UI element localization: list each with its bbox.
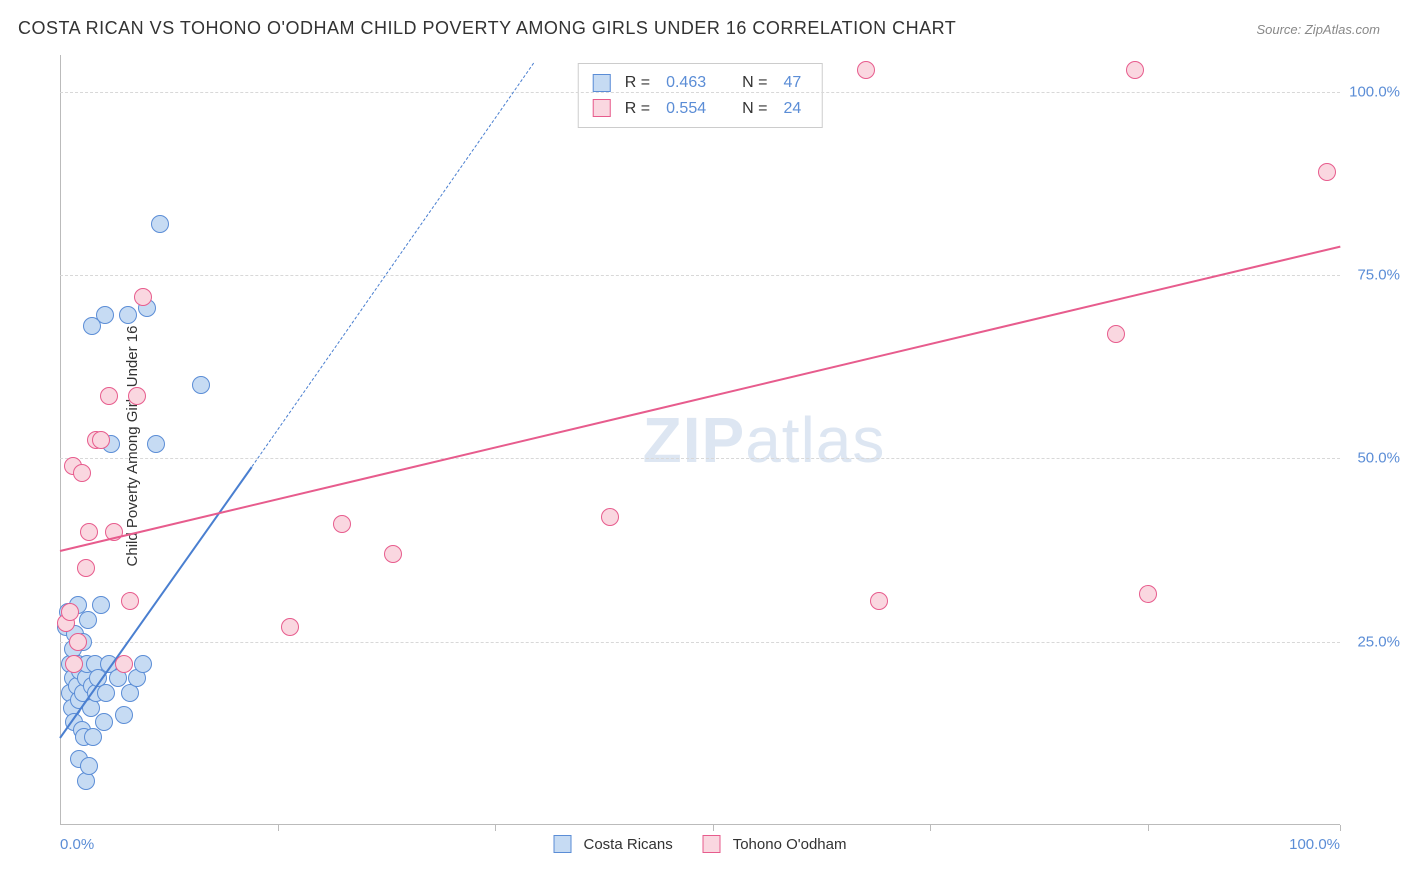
data-point: [79, 611, 97, 629]
data-point: [857, 61, 875, 79]
trend-line: [59, 466, 253, 738]
legend-swatch: [593, 99, 611, 117]
data-point: [80, 757, 98, 775]
data-point: [80, 523, 98, 541]
data-point: [1126, 61, 1144, 79]
data-point: [333, 515, 351, 533]
data-point: [119, 306, 137, 324]
data-point: [1139, 585, 1157, 603]
data-point: [601, 508, 619, 526]
legend-label: Costa Ricans: [584, 836, 673, 853]
y-axis: [60, 55, 61, 825]
correlation-legend: R =0.463N =47R =0.554N =24: [578, 63, 823, 128]
gridline: [60, 275, 1340, 276]
y-tick-label: 100.0%: [1349, 83, 1400, 100]
data-point: [69, 633, 87, 651]
x-tick-mark: [1340, 825, 1341, 831]
data-point: [115, 706, 133, 724]
data-point: [73, 464, 91, 482]
data-point: [192, 376, 210, 394]
r-value: 0.554: [666, 96, 706, 122]
x-tick-mark: [713, 825, 714, 831]
legend-swatch: [554, 835, 572, 853]
gridline: [60, 92, 1340, 93]
x-tick-label: 100.0%: [1289, 836, 1340, 853]
data-point: [77, 559, 95, 577]
source-attribution: Source: ZipAtlas.com: [1256, 22, 1380, 37]
data-point: [281, 618, 299, 636]
data-point: [128, 387, 146, 405]
x-tick-mark: [278, 825, 279, 831]
legend-item: Costa Ricans: [554, 835, 673, 853]
watermark: ZIPatlas: [643, 403, 886, 477]
n-label: N =: [742, 96, 767, 122]
legend-swatch: [703, 835, 721, 853]
data-point: [1107, 325, 1125, 343]
r-label: R =: [625, 96, 650, 122]
legend-item: Tohono O'odham: [703, 835, 847, 853]
x-tick-mark: [930, 825, 931, 831]
chart-title: COSTA RICAN VS TOHONO O'ODHAM CHILD POVE…: [18, 18, 956, 39]
data-point: [384, 545, 402, 563]
n-value: 24: [783, 96, 801, 122]
data-point: [100, 387, 118, 405]
x-tick-mark: [1148, 825, 1149, 831]
data-point: [151, 215, 169, 233]
data-point: [134, 288, 152, 306]
legend-row: R = 0.554 N = 24: [593, 96, 808, 122]
y-tick-label: 75.0%: [1357, 267, 1400, 284]
data-point: [147, 435, 165, 453]
data-point: [121, 592, 139, 610]
data-point: [65, 655, 83, 673]
data-point: [61, 603, 79, 621]
data-point: [870, 592, 888, 610]
legend-label: Tohono O'odham: [733, 836, 847, 853]
data-point: [97, 684, 115, 702]
data-point: [95, 713, 113, 731]
data-point: [1318, 163, 1336, 181]
gridline: [60, 642, 1340, 643]
y-tick-label: 25.0%: [1357, 633, 1400, 650]
x-tick-mark: [495, 825, 496, 831]
gridline: [60, 458, 1340, 459]
series-legend: Costa Ricans Tohono O'odham: [554, 835, 847, 853]
legend-swatch: [593, 74, 611, 92]
data-point: [92, 596, 110, 614]
data-point: [92, 431, 110, 449]
trend-line: [60, 246, 1340, 552]
data-point: [115, 655, 133, 673]
data-point: [83, 317, 101, 335]
y-tick-label: 50.0%: [1357, 450, 1400, 467]
trend-line-dashed: [252, 63, 534, 467]
data-point: [134, 655, 152, 673]
x-tick-label: 0.0%: [60, 836, 94, 853]
scatter-plot: ZIPatlas R =0.463N =47R =0.554N =24 Cost…: [60, 55, 1340, 825]
